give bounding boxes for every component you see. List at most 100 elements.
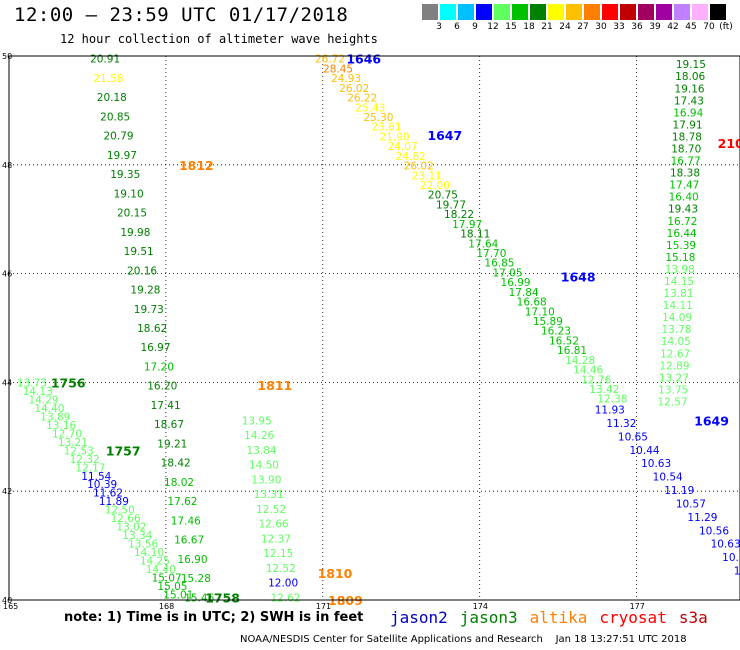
swh-observation: 19.15 bbox=[676, 59, 706, 71]
swh-observation: 19.77 bbox=[436, 199, 466, 211]
swh-observation: 18.02 bbox=[164, 477, 194, 489]
swh-observation: 12.70 bbox=[52, 428, 82, 440]
scale-swatch bbox=[602, 4, 618, 20]
swh-observation: 13.90 bbox=[251, 474, 281, 486]
swh-observation: 23.11 bbox=[412, 170, 442, 182]
swh-observation: 13.42 bbox=[589, 384, 619, 396]
swh-observation: 16.52 bbox=[549, 335, 579, 347]
swh-observation: 20.16 bbox=[127, 265, 157, 277]
lat-tick-label: 46 bbox=[2, 270, 12, 279]
swh-observation: 18.78 bbox=[672, 131, 702, 143]
scale-swatch bbox=[476, 4, 492, 20]
pass-time-label: 1647 bbox=[427, 128, 462, 143]
swh-observation: 14.40 bbox=[34, 403, 64, 415]
swh-observation: 16.40 bbox=[669, 192, 699, 204]
swh-observation: 24.82 bbox=[396, 151, 426, 163]
lat-tick-label: 44 bbox=[2, 378, 12, 387]
scale-swatch bbox=[458, 4, 474, 20]
swh-observation: 15.05 bbox=[157, 581, 187, 593]
swh-observation: 13.27 bbox=[659, 372, 689, 384]
page-title: 12:00 – 23:59 UTC 01/17/2018 bbox=[14, 4, 349, 26]
scale-tick-label: 70 bbox=[703, 22, 715, 32]
scale-swatch bbox=[674, 4, 690, 20]
scale-tick-label: 18 bbox=[523, 22, 535, 32]
legend-item-jason3: jason3 bbox=[459, 608, 518, 627]
legend-item-jason2: jason2 bbox=[390, 608, 448, 627]
axis-labels: 165 168 171 174 177 40 42 44 46 48 50 bbox=[2, 52, 645, 611]
scale-unit-label: (ft) bbox=[719, 22, 733, 32]
swh-observation: 13.81 bbox=[663, 288, 693, 300]
swh-observation: 13.73 bbox=[17, 377, 47, 389]
swh-observation: 14.40 bbox=[146, 564, 176, 576]
swh-observation: 10.63 bbox=[711, 539, 740, 551]
legend-item-s3a: s3a bbox=[678, 608, 708, 627]
swh-observation: 16.72 bbox=[667, 216, 697, 228]
swh-observation: 17.20 bbox=[144, 361, 174, 373]
swh-observation: 15.28 bbox=[181, 573, 211, 585]
swh-observation: 18.22 bbox=[444, 209, 474, 221]
footer-credit: NOAA/NESDIS Center for Satellite Applica… bbox=[240, 634, 687, 645]
swh-observation: 16.94 bbox=[673, 107, 703, 119]
swh-observation: 13.98 bbox=[665, 264, 695, 276]
scale-swatch bbox=[692, 4, 708, 20]
pass-time-labels: 1646164716481649181218111810180917561757… bbox=[51, 52, 740, 608]
pass-time-label: 2108 bbox=[718, 136, 740, 151]
scale-swatch bbox=[512, 4, 528, 20]
swh-observation: 10.54 bbox=[653, 472, 683, 484]
swh-observation: 21.90 bbox=[380, 131, 410, 143]
swh-observation: 15.46 bbox=[184, 592, 214, 604]
swh-observation: 17.91 bbox=[673, 119, 703, 131]
page-subtitle: 12 hour collection of altimeter wave hei… bbox=[60, 32, 378, 46]
swh-observation: 17.41 bbox=[151, 400, 181, 412]
swh-observation: 17.10 bbox=[525, 306, 555, 318]
swh-observation: 16.81 bbox=[557, 345, 587, 357]
swh-observation: 14.25 bbox=[140, 556, 170, 568]
swh-observation: 17.84 bbox=[509, 287, 539, 299]
swh-observation: 18.67 bbox=[154, 419, 184, 431]
lat-tick-label: 50 bbox=[2, 52, 12, 61]
swh-observation: 12.66 bbox=[111, 513, 141, 525]
swh-observation: 14.28 bbox=[565, 355, 595, 367]
swh-observation: 12.00 bbox=[268, 578, 298, 590]
swh-observation: 16.23 bbox=[541, 326, 571, 338]
swh-observation: 14.05 bbox=[661, 336, 691, 348]
swh-observation: 18.62 bbox=[137, 323, 167, 335]
swh-observation: 19.97 bbox=[107, 150, 137, 162]
swh-observation: 16.20 bbox=[147, 381, 177, 393]
swh-observation: 14.50 bbox=[249, 460, 279, 472]
swh-observation: 11.62 bbox=[93, 488, 123, 500]
swh-observation: 20.91 bbox=[90, 54, 120, 66]
swh-observation: 26.02 bbox=[339, 83, 369, 95]
swh-observation: 25.43 bbox=[355, 102, 385, 114]
swh-observation: 23.61 bbox=[371, 122, 401, 134]
swh-observation: 14.13 bbox=[23, 386, 53, 398]
pass-time-label: 1758 bbox=[205, 590, 240, 605]
pass-time-label: 1812 bbox=[179, 158, 214, 173]
swh-observation: 13.56 bbox=[128, 539, 158, 551]
scale-swatch bbox=[530, 4, 546, 20]
swh-observation: 22.00 bbox=[420, 180, 450, 192]
lon-tick-label: 171 bbox=[316, 602, 331, 611]
swh-observation: 12.50 bbox=[105, 505, 135, 517]
swh-observation: 10.65 bbox=[618, 431, 648, 443]
lon-tick-label: 168 bbox=[159, 602, 174, 611]
swh-observation: 15.18 bbox=[665, 252, 695, 264]
swh-observation: 13.89 bbox=[40, 411, 70, 423]
lat-lon-grid bbox=[9, 56, 740, 600]
swh-observation: 12.52 bbox=[256, 504, 286, 516]
swh-observation: 20.15 bbox=[117, 208, 147, 220]
swh-observation: 15.07 bbox=[152, 573, 182, 585]
pass-time-label: 1811 bbox=[257, 378, 292, 393]
swh-observation: 17.64 bbox=[468, 238, 498, 250]
scale-tick-label: 30 bbox=[595, 22, 607, 32]
map-frame bbox=[8, 55, 740, 601]
swh-observation: 14.09 bbox=[662, 312, 692, 324]
swh-observation: 15.01 bbox=[163, 590, 193, 602]
scale-tick-label: 24 bbox=[559, 22, 571, 32]
swh-observation: 16.90 bbox=[177, 554, 207, 566]
swh-observation: 14.10 bbox=[134, 547, 164, 559]
swh-observation: 12.89 bbox=[659, 360, 689, 372]
lat-tick-label: 40 bbox=[2, 596, 12, 605]
swh-observation: 16.85 bbox=[484, 258, 514, 270]
